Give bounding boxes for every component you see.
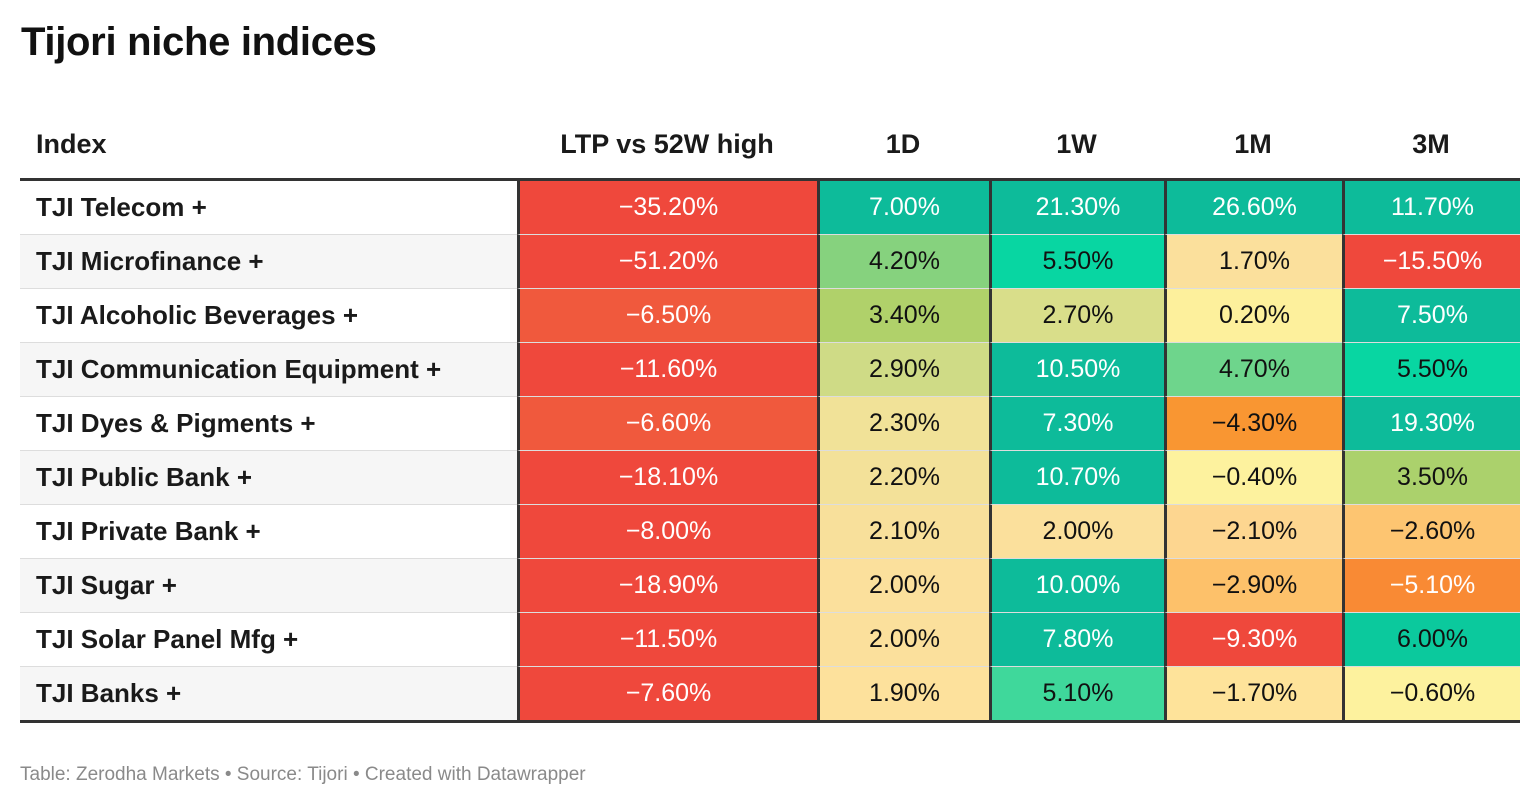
value-cell-1m: 26.60% — [1164, 181, 1342, 235]
index-name-cell: TJI Public Bank + — [20, 451, 517, 505]
value-cell-ltp-vs-52w-high: −18.90% — [517, 559, 817, 613]
value-cell-ltp-vs-52w-high: −8.00% — [517, 505, 817, 559]
header-row: Index LTP vs 52W high 1D 1W 1M 3M — [20, 110, 1520, 181]
column-header-1w[interactable]: 1W — [989, 110, 1164, 181]
table-row: TJI Sugar + −18.90% 2.00% 10.00% −2.90% −5.10… — [20, 559, 1520, 613]
column-header-1m[interactable]: 1M — [1164, 110, 1342, 181]
value-cell-1w: 7.30% — [989, 397, 1164, 451]
value-cell-3m: −5.10% — [1342, 559, 1520, 613]
value-cell-1d: 4.20% — [817, 235, 989, 289]
value-cell-1m: −4.30% — [1164, 397, 1342, 451]
index-name-cell: TJI Banks + — [20, 667, 517, 723]
index-name-cell: TJI Microfinance + — [20, 235, 517, 289]
value-cell-ltp-vs-52w-high: −11.50% — [517, 613, 817, 667]
value-cell-3m: −15.50% — [1342, 235, 1520, 289]
value-cell-1m: −2.90% — [1164, 559, 1342, 613]
table-footer-credit: Table: Zerodha Markets • Source: Tijori … — [20, 764, 586, 785]
value-cell-1w: 10.00% — [989, 559, 1164, 613]
table-row: TJI Banks + −7.60% 1.90% 5.10% −1.70% −0.60% — [20, 667, 1520, 723]
value-cell-ltp-vs-52w-high: −51.20% — [517, 235, 817, 289]
value-cell-1w: 2.00% — [989, 505, 1164, 559]
value-cell-1m: 0.20% — [1164, 289, 1342, 343]
value-cell-ltp-vs-52w-high: −7.60% — [517, 667, 817, 723]
value-cell-ltp-vs-52w-high: −6.60% — [517, 397, 817, 451]
value-cell-1w: 10.70% — [989, 451, 1164, 505]
value-cell-3m: 11.70% — [1342, 181, 1520, 235]
value-cell-ltp-vs-52w-high: −11.60% — [517, 343, 817, 397]
value-cell-1m: 1.70% — [1164, 235, 1342, 289]
value-cell-1d: 2.20% — [817, 451, 989, 505]
value-cell-1d: 2.00% — [817, 559, 989, 613]
value-cell-1m: −0.40% — [1164, 451, 1342, 505]
value-cell-3m: −0.60% — [1342, 667, 1520, 723]
column-header-index[interactable]: Index — [20, 110, 517, 181]
value-cell-ltp-vs-52w-high: −35.20% — [517, 181, 817, 235]
table-row: TJI Public Bank + −18.10% 2.20% 10.70% −0.40… — [20, 451, 1520, 505]
value-cell-1d: 1.90% — [817, 667, 989, 723]
value-cell-1w: 2.70% — [989, 289, 1164, 343]
value-cell-3m: 5.50% — [1342, 343, 1520, 397]
index-name-cell: TJI Dyes & Pigments + — [20, 397, 517, 451]
value-cell-3m: 6.00% — [1342, 613, 1520, 667]
value-cell-1m: −1.70% — [1164, 667, 1342, 723]
value-cell-1w: 21.30% — [989, 181, 1164, 235]
value-cell-1w: 10.50% — [989, 343, 1164, 397]
value-cell-3m: 19.30% — [1342, 397, 1520, 451]
table-row: TJI Private Bank + −8.00% 2.10% 2.00% −2.10%… — [20, 505, 1520, 559]
table-body: TJI Telecom + −35.20% 7.00% 21.30% 26.60% 11.… — [20, 181, 1520, 723]
column-header-3m[interactable]: 3M — [1342, 110, 1520, 181]
value-cell-1m: −9.30% — [1164, 613, 1342, 667]
value-cell-1m: −2.10% — [1164, 505, 1342, 559]
value-cell-ltp-vs-52w-high: −18.10% — [517, 451, 817, 505]
table-row: TJI Telecom + −35.20% 7.00% 21.30% 26.60% 11.… — [20, 181, 1520, 235]
table-row: TJI Solar Panel Mfg + −11.50% 2.00% 7.80% −9… — [20, 613, 1520, 667]
index-name-cell: TJI Solar Panel Mfg + — [20, 613, 517, 667]
table-row: TJI Communication Equipment + −11.60% 2.90… — [20, 343, 1520, 397]
column-header-1d[interactable]: 1D — [817, 110, 989, 181]
value-cell-1d: 2.10% — [817, 505, 989, 559]
column-header-ltp-vs-52w-high[interactable]: LTP vs 52W high — [517, 110, 817, 181]
heatmap-table: Index LTP vs 52W high 1D 1W 1M 3M TJI Te… — [20, 110, 1520, 723]
value-cell-3m: 7.50% — [1342, 289, 1520, 343]
index-name-cell: TJI Sugar + — [20, 559, 517, 613]
value-cell-1d: 2.00% — [817, 613, 989, 667]
table-title: Tijori niche indices — [21, 20, 377, 64]
value-cell-1d: 3.40% — [817, 289, 989, 343]
table-row: TJI Alcoholic Beverages + −6.50% 3.40% 2.70… — [20, 289, 1520, 343]
table-row: TJI Dyes & Pigments + −6.60% 2.30% 7.30% −4.… — [20, 397, 1520, 451]
value-cell-3m: −2.60% — [1342, 505, 1520, 559]
value-cell-1w: 7.80% — [989, 613, 1164, 667]
index-name-cell: TJI Communication Equipment + — [20, 343, 517, 397]
value-cell-ltp-vs-52w-high: −6.50% — [517, 289, 817, 343]
value-cell-1m: 4.70% — [1164, 343, 1342, 397]
value-cell-3m: 3.50% — [1342, 451, 1520, 505]
table-row: TJI Microfinance + −51.20% 4.20% 5.50% 1.70%… — [20, 235, 1520, 289]
index-name-cell: TJI Telecom + — [20, 181, 517, 235]
index-name-cell: TJI Private Bank + — [20, 505, 517, 559]
value-cell-1w: 5.50% — [989, 235, 1164, 289]
value-cell-1d: 2.30% — [817, 397, 989, 451]
index-name-cell: TJI Alcoholic Beverages + — [20, 289, 517, 343]
value-cell-1d: 7.00% — [817, 181, 989, 235]
value-cell-1w: 5.10% — [989, 667, 1164, 723]
value-cell-1d: 2.90% — [817, 343, 989, 397]
